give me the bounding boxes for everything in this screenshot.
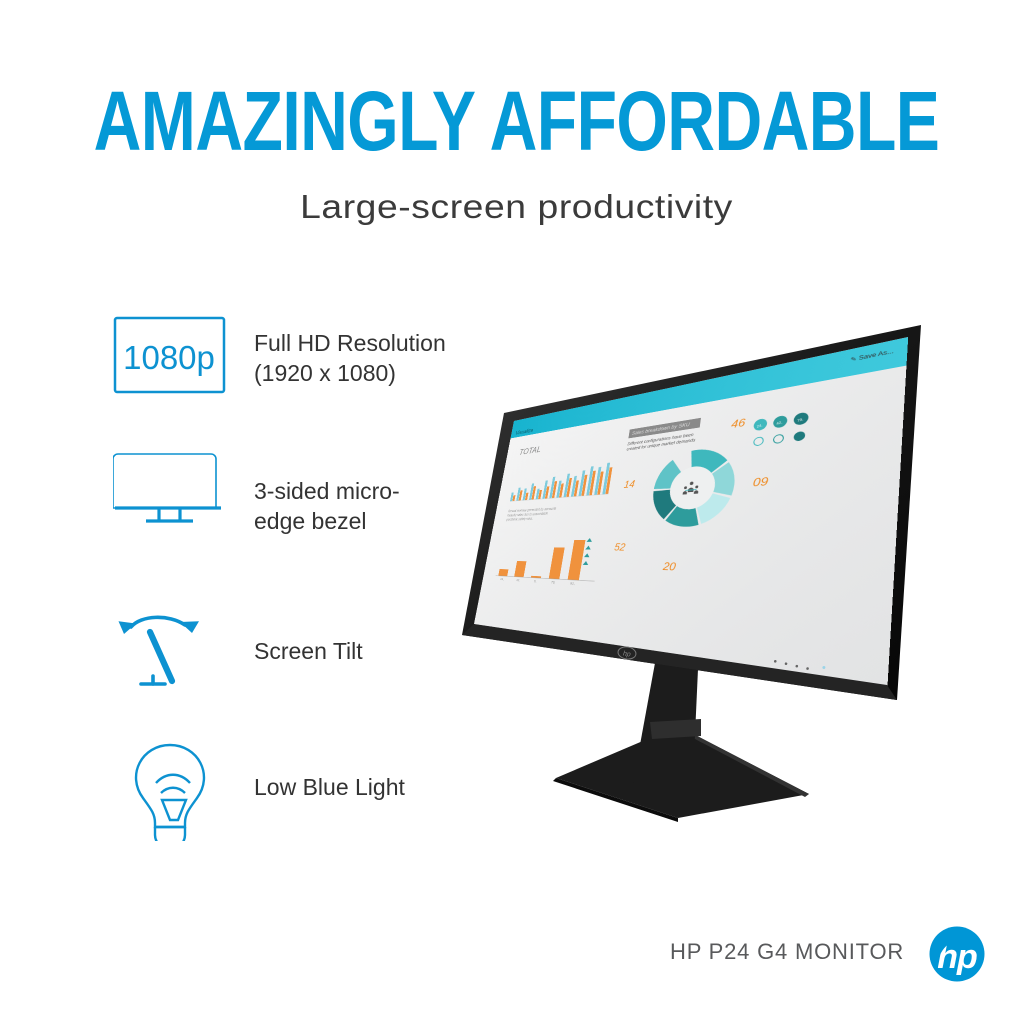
svg-text:92,: 92, xyxy=(570,580,576,586)
svg-text:42,: 42, xyxy=(516,577,521,583)
svg-text:79,: 79, xyxy=(551,579,557,585)
svg-text:9,: 9, xyxy=(534,578,538,584)
svg-text:24,: 24, xyxy=(500,576,505,582)
